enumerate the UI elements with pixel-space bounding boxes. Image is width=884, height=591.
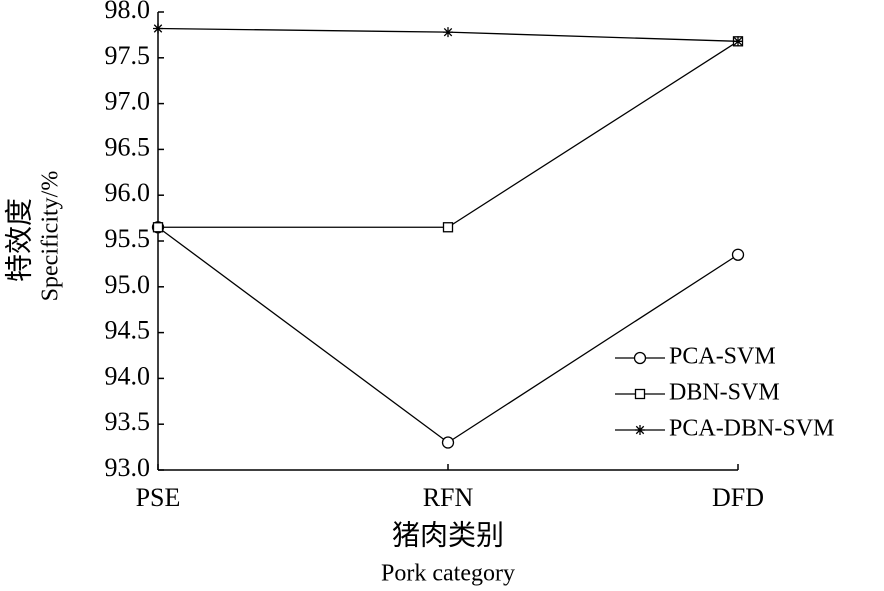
data-point <box>442 222 454 233</box>
data-point <box>731 248 745 261</box>
y-tick-label: 97.5 <box>105 41 151 70</box>
y-axis-label: 特效度 <box>3 198 35 282</box>
series-line <box>157 226 739 444</box>
data-point <box>443 27 453 38</box>
x-axis-label: 猪肉类别 <box>392 519 504 551</box>
legend-label: PCA-DBN-SVM <box>669 416 834 442</box>
x-axis-label: Pork category <box>381 561 515 587</box>
y-tick-label: 94.0 <box>105 361 151 390</box>
x-tick-label: PSE <box>136 483 181 512</box>
y-tick-label: 98.0 <box>105 0 151 24</box>
y-tick-label: 93.5 <box>105 407 151 436</box>
data-point <box>152 222 164 233</box>
data-point <box>153 23 163 34</box>
series-line <box>158 40 739 228</box>
y-tick-label: 93.0 <box>105 453 151 482</box>
y-tick-label: 95.0 <box>105 270 151 299</box>
legend-label: DBN-SVM <box>669 380 780 406</box>
x-tick-label: DFD <box>712 483 764 512</box>
y-tick-label: 94.5 <box>105 316 151 345</box>
y-tick-label: 95.5 <box>105 224 151 253</box>
legend-label: PCA-SVM <box>669 344 776 370</box>
legend-marker <box>635 425 645 435</box>
y-tick-label: 96.5 <box>105 132 151 161</box>
y-tick-label: 96.0 <box>105 178 151 207</box>
legend-marker <box>633 351 647 365</box>
x-tick-label: RFN <box>423 483 474 512</box>
y-tick-label: 97.0 <box>105 87 151 116</box>
legend-marker <box>634 388 646 400</box>
y-axis-label: Specificity/% <box>38 171 64 302</box>
data-point <box>733 36 743 47</box>
data-point <box>441 436 455 449</box>
